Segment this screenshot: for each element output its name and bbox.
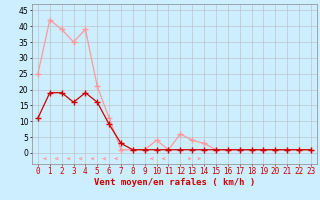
X-axis label: Vent moyen/en rafales ( km/h ): Vent moyen/en rafales ( km/h )	[94, 178, 255, 187]
